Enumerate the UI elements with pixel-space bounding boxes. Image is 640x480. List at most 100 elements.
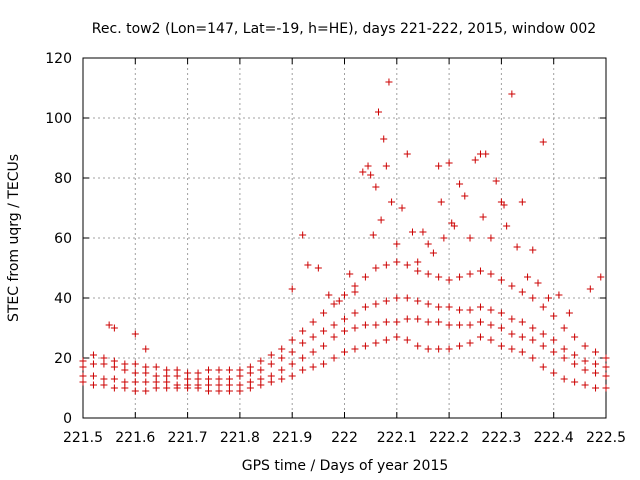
data-point — [581, 366, 589, 374]
data-point — [341, 315, 348, 323]
data-point — [100, 381, 108, 389]
data-point — [466, 270, 474, 278]
data-point — [560, 345, 568, 353]
data-point — [518, 288, 526, 296]
data-point — [445, 345, 453, 353]
data-point — [359, 168, 367, 176]
data-point — [110, 375, 118, 383]
data-point — [529, 294, 537, 302]
y-tick-label: 60 — [54, 231, 72, 247]
data-point — [408, 228, 416, 236]
data-point — [194, 375, 202, 383]
data-point — [173, 381, 181, 389]
data-point — [205, 381, 213, 389]
data-point — [435, 318, 443, 326]
data-point — [466, 339, 474, 347]
data-point — [419, 228, 427, 236]
data-point — [89, 351, 97, 359]
data-point — [466, 306, 474, 314]
data-point — [487, 336, 495, 344]
data-point — [586, 285, 594, 293]
data-point — [479, 213, 487, 221]
data-point — [471, 156, 479, 164]
data-point — [424, 270, 432, 278]
data-point — [403, 315, 411, 323]
data-point — [592, 348, 600, 356]
data-point — [351, 288, 359, 296]
data-point — [163, 384, 171, 392]
data-point — [142, 378, 150, 386]
data-point — [424, 318, 432, 326]
data-point — [560, 324, 568, 332]
data-point — [382, 162, 390, 170]
data-point — [267, 351, 275, 359]
data-point — [351, 309, 359, 317]
data-point — [309, 348, 317, 356]
data-point — [497, 276, 505, 284]
data-point — [257, 366, 265, 374]
data-point — [131, 360, 139, 368]
data-point — [385, 78, 393, 86]
data-point — [246, 369, 254, 377]
data-point — [393, 318, 401, 326]
data-point — [450, 222, 458, 230]
data-point — [476, 318, 484, 326]
data-point — [100, 375, 108, 383]
data-points — [79, 78, 610, 395]
data-point — [236, 366, 244, 374]
data-point — [534, 279, 542, 287]
data-point — [424, 345, 432, 353]
data-point — [278, 354, 286, 362]
data-point — [173, 372, 181, 380]
data-point — [184, 375, 192, 383]
data-point — [414, 315, 422, 323]
data-point — [257, 357, 265, 365]
data-point — [518, 348, 526, 356]
data-point — [225, 381, 233, 389]
y-axis-label: STEC from uqrg / TECUs — [6, 154, 22, 322]
data-point — [278, 345, 286, 353]
data-point — [320, 327, 328, 335]
data-point — [539, 330, 547, 338]
data-point — [215, 387, 223, 395]
data-point — [555, 291, 563, 299]
data-point — [330, 300, 338, 308]
data-point — [121, 366, 129, 374]
data-point — [320, 342, 328, 350]
data-point — [539, 303, 547, 311]
data-point — [314, 264, 322, 272]
data-point — [403, 294, 411, 302]
data-point — [105, 321, 113, 329]
data-point — [382, 261, 390, 269]
data-point — [445, 159, 453, 167]
data-point — [388, 198, 396, 206]
data-point — [346, 270, 354, 278]
data-point — [288, 336, 296, 344]
data-point — [215, 375, 223, 383]
data-point — [435, 345, 443, 353]
data-point — [341, 348, 348, 356]
data-point — [299, 366, 307, 374]
data-point — [110, 357, 118, 365]
data-point — [79, 363, 87, 371]
data-point — [602, 363, 610, 371]
data-point — [571, 360, 579, 368]
data-point — [152, 378, 160, 386]
x-tick-label: 222.1 — [377, 430, 417, 446]
data-point — [309, 363, 317, 371]
x-tick-label: 221.6 — [115, 430, 155, 446]
data-point — [492, 177, 500, 185]
data-point — [560, 375, 568, 383]
data-point — [361, 321, 369, 329]
data-point — [508, 90, 516, 98]
data-point — [529, 324, 537, 332]
data-point — [110, 324, 118, 332]
data-point — [367, 171, 375, 179]
data-point — [435, 273, 443, 281]
data-point — [414, 342, 422, 350]
data-point — [163, 372, 171, 380]
x-tick-label: 222.3 — [481, 430, 521, 446]
data-point — [89, 360, 97, 368]
data-point — [361, 273, 369, 281]
